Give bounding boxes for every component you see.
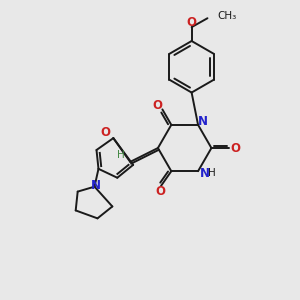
Text: N: N bbox=[198, 116, 208, 128]
Text: O: O bbox=[187, 16, 196, 29]
Text: O: O bbox=[152, 99, 162, 112]
Text: N: N bbox=[200, 167, 210, 180]
Text: N: N bbox=[91, 179, 100, 192]
Text: O: O bbox=[100, 126, 110, 139]
Text: O: O bbox=[230, 142, 240, 154]
Text: CH₃: CH₃ bbox=[218, 11, 237, 21]
Text: O: O bbox=[155, 185, 165, 198]
Text: H: H bbox=[117, 150, 125, 160]
Text: H: H bbox=[208, 168, 216, 178]
